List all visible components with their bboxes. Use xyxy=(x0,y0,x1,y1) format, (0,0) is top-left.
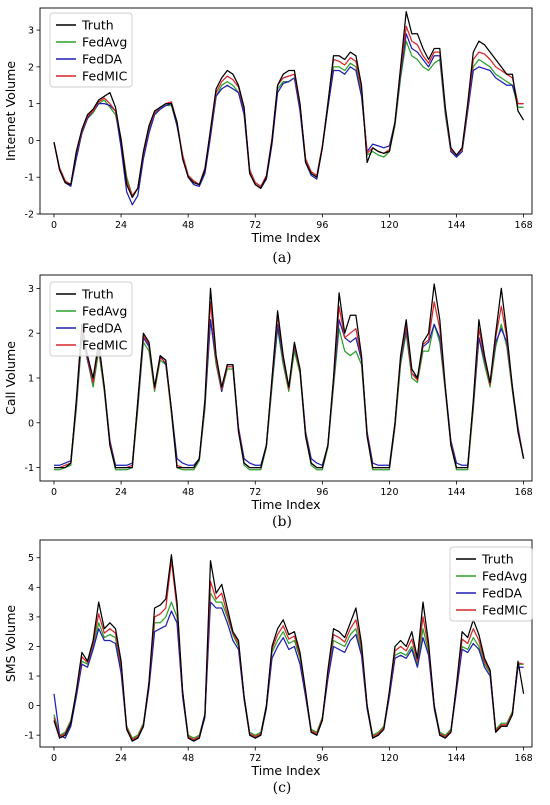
panel-label: (c) xyxy=(273,780,292,796)
x-tick-label: 48 xyxy=(182,220,194,231)
y-tick-label: 2 xyxy=(28,329,34,340)
series-line-fedavg xyxy=(53,592,524,739)
y-tick-label: -2 xyxy=(25,210,34,221)
x-tick-label: 144 xyxy=(447,753,465,764)
x-axis-label: Time Index xyxy=(251,230,321,245)
y-tick-label: 4 xyxy=(28,583,34,594)
legend-label-truth: Truth xyxy=(81,18,114,33)
legend-label-fedda: FedDA xyxy=(82,52,123,67)
legend-label-fedavg: FedAvg xyxy=(82,35,127,50)
x-tick-label: 0 xyxy=(51,487,57,498)
legend-label-fedavg: FedAvg xyxy=(482,569,527,584)
x-tick-label: 72 xyxy=(249,220,261,231)
y-tick-label: 3 xyxy=(28,284,34,295)
x-tick-label: 48 xyxy=(182,487,194,498)
y-tick-label: 0 xyxy=(28,136,34,147)
legend-box xyxy=(49,281,133,357)
y-tick-label: 0 xyxy=(28,418,34,429)
x-tick-label: 72 xyxy=(249,753,261,764)
legend-label-fedavg: FedAvg xyxy=(82,304,127,319)
series-line-truth xyxy=(54,283,525,469)
x-tick-label: 0 xyxy=(51,753,57,764)
x-tick-label: 120 xyxy=(380,753,398,764)
x-tick-label: 24 xyxy=(115,220,127,231)
x-tick-label: 168 xyxy=(515,220,533,231)
y-tick-label: 1 xyxy=(28,672,34,683)
y-tick-label: 3 xyxy=(28,612,34,623)
series-line-truth xyxy=(53,554,525,742)
x-tick-label: 96 xyxy=(316,487,328,498)
legend-label-truth: Truth xyxy=(481,552,514,567)
y-tick-label: -1 xyxy=(25,173,34,184)
x-tick-label: 72 xyxy=(249,487,261,498)
legend-label-fedda: FedDA xyxy=(482,586,523,601)
series-line-truth xyxy=(53,11,525,199)
legend-label-fedmic: FedMIC xyxy=(482,603,528,618)
x-tick-label: 120 xyxy=(380,220,398,231)
legend-box xyxy=(49,12,133,88)
x-axis-label: Time Index xyxy=(251,763,321,778)
x-tick-label: 144 xyxy=(447,220,465,231)
series-line-fedmic xyxy=(53,560,524,741)
y-tick-label: 1 xyxy=(28,99,34,110)
y-axis-label: Call Volume xyxy=(3,341,18,415)
x-tick-label: 144 xyxy=(447,487,465,498)
y-tick-label: 3 xyxy=(28,26,34,37)
legend-label-fedmic: FedMIC xyxy=(82,338,128,353)
y-tick-label: 2 xyxy=(28,642,34,653)
x-tick-label: 168 xyxy=(515,753,533,764)
y-tick-label: -1 xyxy=(25,731,34,742)
y-axis-label: SMS Volume xyxy=(3,605,18,682)
x-tick-label: 24 xyxy=(115,487,127,498)
y-tick-label: 2 xyxy=(28,62,34,73)
x-tick-label: 96 xyxy=(316,753,328,764)
x-tick-label: 96 xyxy=(316,220,328,231)
x-tick-label: 24 xyxy=(115,753,127,764)
legend-box xyxy=(449,546,533,622)
panel-label: (b) xyxy=(272,514,292,530)
legend-label-fedmic: FedMIC xyxy=(82,69,128,84)
x-axis-label: Time Index xyxy=(251,497,321,512)
y-tick-label: -1 xyxy=(25,463,34,474)
y-axis-label: Internet Volume xyxy=(3,61,18,161)
x-tick-label: 120 xyxy=(380,487,398,498)
y-tick-label: 5 xyxy=(28,553,34,564)
legend-label-fedda: FedDA xyxy=(82,321,123,336)
legend-label-truth: Truth xyxy=(81,287,114,302)
x-tick-label: 0 xyxy=(51,220,57,231)
panel-label: (a) xyxy=(272,250,291,266)
y-tick-label: 0 xyxy=(28,701,34,712)
x-tick-label: 48 xyxy=(182,753,194,764)
y-tick-label: 1 xyxy=(28,374,34,385)
x-tick-label: 168 xyxy=(515,487,533,498)
